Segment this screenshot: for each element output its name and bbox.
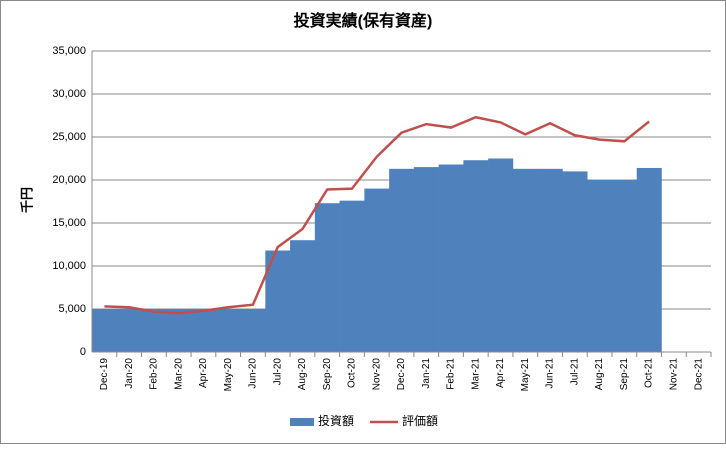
y-tick-label: 20,000 (52, 174, 86, 186)
x-tick-label: Jan-20 (124, 358, 135, 389)
bar (463, 160, 489, 352)
x-tick-label: Dec-19 (99, 358, 110, 391)
chart-title: 投資実績(保有資産) (294, 11, 433, 30)
bar (116, 309, 142, 352)
bar (611, 180, 638, 352)
x-tick-label: Aug-21 (594, 358, 605, 391)
legend-label: 投資額 (318, 413, 354, 428)
bar (166, 309, 192, 352)
x-tick-label: May-20 (223, 358, 234, 392)
legend-label: 評価額 (402, 413, 438, 428)
bar (488, 158, 514, 352)
x-tick-label: Dec-20 (396, 358, 407, 391)
x-tick-label: Oct-21 (644, 358, 655, 388)
bar (512, 168, 538, 352)
bar (240, 309, 266, 352)
x-tick-label: Mar-20 (173, 358, 184, 390)
line (104, 115, 650, 315)
legend-swatch (290, 418, 314, 426)
x-tick-label: Feb-21 (446, 358, 457, 390)
x-tick-label: Oct-20 (347, 358, 358, 388)
y-tick-label: 10,000 (52, 260, 86, 272)
y-tick-label: 30,000 (52, 88, 86, 100)
bar (92, 309, 118, 352)
bar (215, 309, 241, 352)
x-tick-label: Jul-21 (569, 358, 580, 386)
bar (339, 200, 365, 352)
bar (141, 309, 167, 352)
x-tick-label: Nov-20 (371, 358, 382, 391)
bar (438, 164, 464, 352)
x-tick-label: Dec-21 (693, 358, 704, 391)
bar (413, 167, 439, 352)
bar (636, 167, 662, 352)
x-tick-label: Jul-20 (272, 358, 283, 386)
x-tick-label: Apr-20 (198, 358, 209, 388)
bar (314, 203, 340, 352)
bar (537, 168, 563, 352)
x-tick-label: Aug-20 (297, 358, 308, 391)
y-tick-label: 15,000 (52, 217, 86, 229)
bar (389, 168, 415, 352)
x-tick-label: Jun-21 (545, 358, 556, 389)
y-tick-label: 35,000 (52, 45, 86, 57)
y-tick-label: 25,000 (52, 131, 86, 143)
x-tick-label: Mar-21 (470, 358, 481, 390)
y-tick-label: 5,000 (58, 303, 86, 315)
x-tick-label: Apr-21 (495, 358, 506, 388)
bar (290, 240, 316, 352)
x-tick-label: Jun-20 (248, 358, 259, 389)
x-tick-label: Sep-20 (322, 358, 333, 391)
x-tick-label: Nov-21 (669, 358, 680, 391)
y-tick-label: 0 (80, 346, 86, 358)
x-tick-label: Jan-21 (421, 358, 432, 389)
x-tick-label: May-21 (520, 358, 531, 392)
x-tick-label: Feb-20 (149, 358, 160, 390)
bar (562, 171, 588, 352)
x-tick-label: Sep-21 (619, 358, 630, 391)
bar (587, 180, 613, 352)
bar (191, 309, 217, 352)
bar (364, 188, 390, 352)
y-axis-label: 千円 (19, 187, 34, 213)
